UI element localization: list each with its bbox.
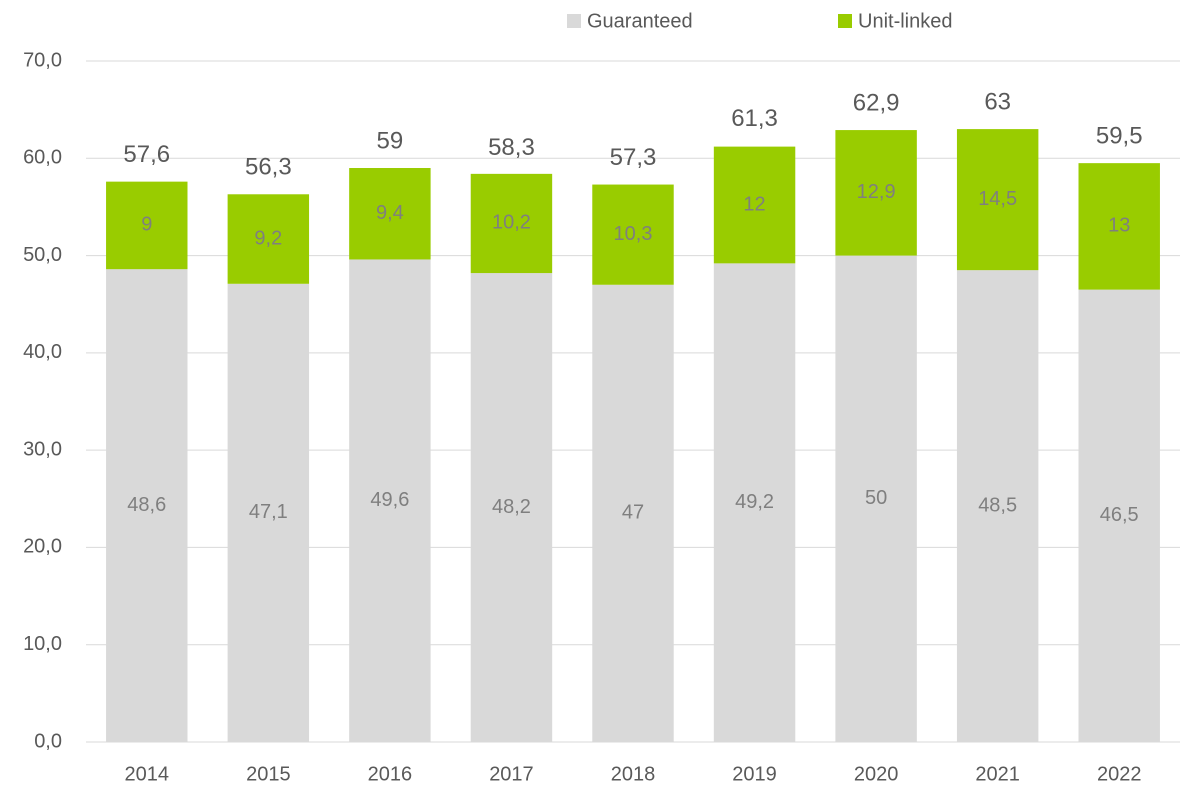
bar-segment [1078, 289, 1160, 742]
bar-segment [835, 130, 917, 256]
segment-label: 48,5 [978, 494, 1017, 516]
bar-segment [227, 194, 310, 284]
bar-segment [592, 284, 674, 742]
bar-segment [835, 255, 917, 743]
x-tick-label: 2015 [246, 763, 291, 785]
segment-label: 47 [622, 502, 644, 524]
bar-segment [106, 181, 188, 270]
segment-label: 48,6 [127, 494, 166, 516]
segment-label: 9,2 [254, 227, 282, 249]
x-tick-label: 2022 [1097, 763, 1142, 785]
bar-segment [470, 173, 553, 274]
segment-label: 9,4 [376, 202, 404, 224]
legend-label: Unit-linked [858, 10, 952, 32]
segment-label: 14,5 [978, 188, 1017, 210]
bar-segment [956, 270, 1039, 742]
y-tick-label: 40,0 [23, 341, 62, 363]
segment-label: 9 [141, 214, 152, 236]
segment-label: 49,6 [370, 489, 409, 511]
legend-swatch [838, 14, 852, 28]
bar-segment [349, 168, 431, 260]
y-tick-label: 0,0 [34, 730, 62, 752]
x-tick-label: 2018 [611, 763, 656, 785]
bar-segment [1078, 163, 1160, 290]
bar-segment [713, 146, 796, 264]
total-label: 61,3 [731, 105, 778, 132]
y-tick-label: 30,0 [23, 438, 62, 460]
segment-label: 46,5 [1100, 504, 1139, 526]
segment-label: 12,9 [857, 181, 896, 203]
bar-segment [470, 273, 553, 742]
x-tick-label: 2019 [732, 763, 777, 785]
total-label: 59,5 [1096, 122, 1143, 149]
y-tick-label: 60,0 [23, 147, 62, 169]
segment-label: 50 [865, 487, 887, 509]
legend-label: Guaranteed [587, 10, 693, 32]
y-tick-label: 70,0 [23, 49, 62, 71]
bar-segment [713, 263, 796, 742]
segment-label: 10,3 [614, 223, 653, 245]
segment-label: 12 [743, 193, 765, 215]
segment-label: 13 [1108, 215, 1130, 237]
bar-segment [106, 269, 188, 742]
y-tick-label: 50,0 [23, 244, 62, 266]
x-tick-label: 2017 [489, 763, 534, 785]
segment-label: 10,2 [492, 212, 531, 234]
segment-label: 47,1 [249, 501, 288, 523]
x-tick-label: 2016 [368, 763, 413, 785]
bar-segment [592, 184, 674, 285]
bar-segment [227, 283, 310, 742]
legend-swatch [567, 14, 581, 28]
total-label: 59 [377, 127, 404, 154]
total-label: 62,9 [853, 89, 900, 116]
segment-label: 48,2 [492, 496, 531, 518]
x-tick-label: 2020 [854, 763, 899, 785]
y-tick-label: 20,0 [23, 536, 62, 558]
x-tick-label: 2014 [125, 763, 170, 785]
bar-segment [349, 259, 431, 742]
total-label: 63 [984, 88, 1011, 115]
bar-segment [956, 129, 1039, 271]
x-tick-label: 2021 [975, 763, 1020, 785]
segment-label: 49,2 [735, 491, 774, 513]
total-label: 56,3 [245, 154, 292, 181]
total-label: 57,6 [123, 141, 170, 168]
total-label: 57,3 [610, 144, 657, 171]
total-label: 58,3 [488, 134, 535, 161]
y-tick-label: 10,0 [23, 633, 62, 655]
